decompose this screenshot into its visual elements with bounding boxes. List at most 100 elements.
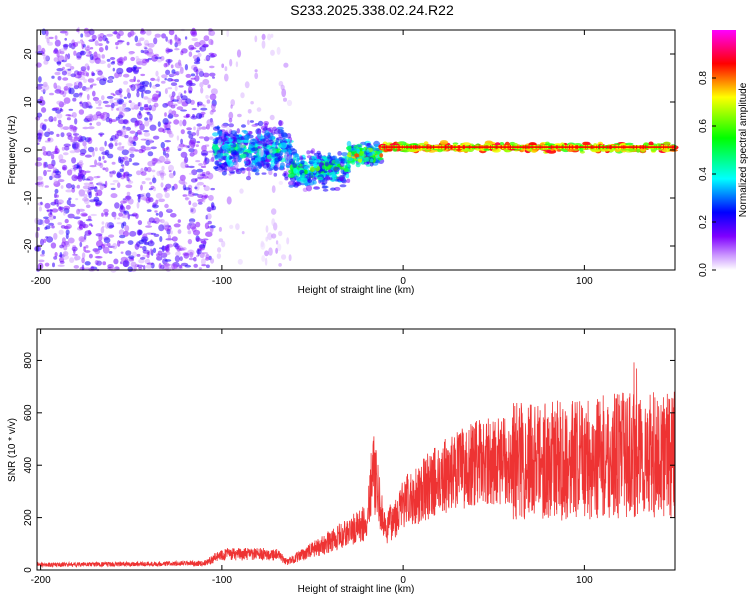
heatmap-cell <box>108 142 114 150</box>
heatmap-cell <box>135 55 139 60</box>
heatmap-cell <box>94 40 99 46</box>
heatmap-cell <box>218 158 222 163</box>
heatmap-cell <box>146 111 151 116</box>
heatmap-cell <box>137 220 143 226</box>
heatmap-cell <box>69 257 75 263</box>
heatmap-cell <box>293 153 300 159</box>
heatmap-cell <box>111 161 116 165</box>
heatmap-cell <box>146 29 152 36</box>
heatmap-cell <box>138 258 145 264</box>
heatmap-cell <box>273 139 276 143</box>
heatmap-cell <box>190 115 198 120</box>
heatmap-cell <box>145 264 153 269</box>
heatmap-cell <box>265 225 269 233</box>
heatmap-cell <box>45 29 49 37</box>
heatmap-cell <box>221 171 227 176</box>
heatmap-cell <box>285 165 291 169</box>
heatmap-cell <box>177 219 181 223</box>
heatmap-cell <box>288 254 292 262</box>
heatmap-cell <box>116 107 120 111</box>
heatmap-cell <box>118 229 125 236</box>
heatmap-cell <box>170 213 177 218</box>
heatmap-cell <box>264 250 269 257</box>
x-tick-label: -200 <box>31 276 51 287</box>
heatmap-cell <box>198 126 202 130</box>
heatmap-cell <box>230 149 237 155</box>
heatmap-cell <box>165 155 169 163</box>
heatmap-cell <box>136 201 140 209</box>
heatmap-cell <box>237 143 241 149</box>
heatmap-cell <box>190 47 197 50</box>
heatmap-cell <box>76 162 80 169</box>
heatmap-cell <box>339 161 345 168</box>
heatmap-cell <box>241 144 246 149</box>
heatmap-cell <box>251 147 258 152</box>
heatmap-cell <box>112 31 118 35</box>
heatmap-cell <box>306 164 312 167</box>
heatmap-cell <box>87 146 95 153</box>
heatmap-cell <box>97 34 101 39</box>
heatmap-cell <box>167 234 171 240</box>
heatmap-cell <box>118 212 123 217</box>
heatmap-cell <box>210 258 215 264</box>
heatmap-cell <box>103 208 109 214</box>
heatmap-cell <box>164 88 168 95</box>
heatmap-cell <box>98 60 106 65</box>
heatmap-x-axis-label: Height of straight line (km) <box>298 285 415 296</box>
heatmap-cell <box>337 151 342 156</box>
heatmap-cell <box>65 189 73 193</box>
heatmap-cell <box>200 150 209 157</box>
heatmap-cell <box>334 186 341 191</box>
heatmap-cell <box>155 212 159 216</box>
heatmap-cell <box>309 150 314 154</box>
heatmap-cell <box>79 50 86 56</box>
heatmap-cell <box>119 94 123 98</box>
heatmap-cell <box>117 217 121 220</box>
heatmap-cell <box>84 154 92 158</box>
heatmap-cell <box>210 88 218 95</box>
heatmap-cell <box>299 155 304 161</box>
heatmap-cell <box>46 209 50 213</box>
heatmap-cell <box>212 76 215 79</box>
heatmap-cell <box>133 65 137 70</box>
heatmap-cell <box>115 89 122 96</box>
heatmap-cell <box>85 218 93 222</box>
heatmap-cell <box>128 157 132 163</box>
heatmap-cell <box>200 165 207 168</box>
heatmap-cell <box>102 34 107 42</box>
heatmap-cell <box>138 267 143 270</box>
heatmap-cell <box>663 141 671 145</box>
heatmap-cell <box>198 136 205 139</box>
heatmap-cell <box>375 159 381 164</box>
heatmap-cell <box>175 71 180 76</box>
heatmap-cell <box>185 73 192 78</box>
heatmap-cell <box>124 134 129 139</box>
heatmap-cell <box>127 213 131 220</box>
heatmap-cell <box>58 229 64 235</box>
heatmap-cell <box>579 148 584 152</box>
heatmap-cell <box>126 88 130 94</box>
heatmap-cell <box>236 128 240 134</box>
heatmap-cell <box>78 94 82 99</box>
heatmap-cell <box>140 184 143 191</box>
heatmap-cell <box>167 123 170 128</box>
heatmap-cell <box>119 156 125 162</box>
heatmap-cell <box>194 41 201 48</box>
heatmap-cell <box>307 178 313 184</box>
heatmap-cell <box>40 254 45 257</box>
heatmap-cell <box>159 172 167 177</box>
heatmap-cell <box>52 262 55 268</box>
heatmap-cell <box>63 210 66 216</box>
heatmap-cell <box>136 170 142 176</box>
heatmap-cell <box>95 111 102 117</box>
heatmap-cell <box>54 173 61 179</box>
heatmap-cell <box>67 68 71 71</box>
heatmap-cell <box>346 145 352 152</box>
heatmap-cell <box>56 113 63 119</box>
heatmap-cell <box>164 140 171 143</box>
heatmap-cell <box>172 99 179 102</box>
heatmap-cell <box>278 263 282 267</box>
heatmap-cell <box>191 108 197 111</box>
heatmap-cell <box>202 72 210 78</box>
heatmap-cell <box>151 157 158 164</box>
